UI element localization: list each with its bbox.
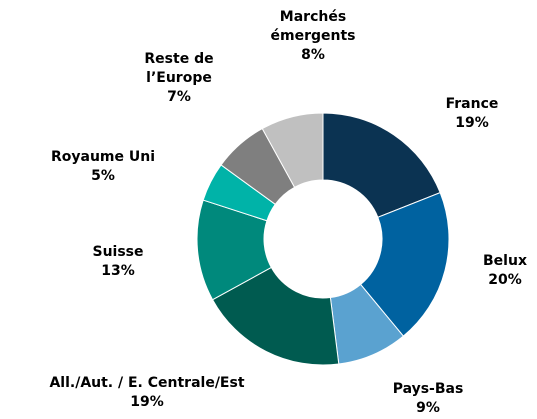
category-label: France [445, 96, 499, 112]
value-label: 8% [301, 47, 325, 63]
donut-slice [211, 266, 340, 366]
value-label: 20% [488, 272, 522, 288]
donut-slice [261, 112, 324, 188]
value-label: 19% [455, 115, 489, 131]
category-label: All./Aut. / E. Centrale/Est [49, 375, 245, 391]
category-label: Reste de l’Europe [144, 51, 214, 86]
slice-label: Suisse 13% [73, 243, 163, 281]
slice-label: All./Aut. / E. Centrale/Est 19% [0, 374, 297, 412]
slice-label: Pays-Bas 9% [373, 380, 483, 418]
category-label: Pays-Bas [392, 381, 464, 397]
value-label: 19% [130, 394, 164, 410]
donut-slice [322, 112, 441, 218]
slice-label: Royaume Uni 5% [33, 148, 173, 186]
category-label: Royaume Uni [50, 149, 156, 165]
category-label: Belux [483, 253, 527, 269]
category-label: Suisse [92, 244, 144, 260]
value-label: 13% [101, 263, 135, 279]
value-label: 7% [167, 89, 191, 105]
value-label: 9% [416, 400, 440, 416]
value-label: 5% [91, 168, 115, 184]
slice-label: Belux 20% [465, 252, 537, 290]
donut-slice [359, 191, 450, 337]
slice-label: France 19% [412, 95, 532, 133]
category-label: Marchés émergents [270, 9, 356, 44]
slice-label: Marchés émergents 8% [258, 8, 368, 65]
slice-label: Reste de l’Europe 7% [124, 50, 234, 107]
